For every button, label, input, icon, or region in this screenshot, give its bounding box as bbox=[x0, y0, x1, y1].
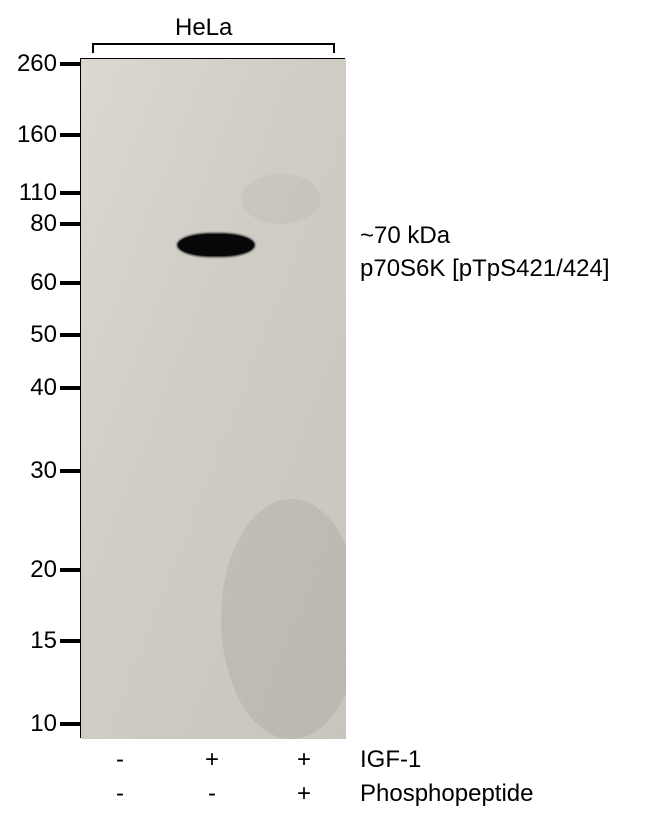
mw-label: 15 bbox=[30, 627, 57, 655]
treatment-name: Phosphopeptide bbox=[360, 780, 533, 808]
mw-tick bbox=[60, 281, 80, 285]
treatment-value: - bbox=[110, 746, 130, 774]
mw-label: 50 bbox=[30, 321, 57, 349]
mw-label: 10 bbox=[30, 710, 57, 738]
mw-label: 260 bbox=[17, 50, 57, 78]
treatment-value: + bbox=[202, 746, 222, 774]
mw-label: 40 bbox=[30, 374, 57, 402]
mw-tick bbox=[60, 722, 80, 726]
mw-tick bbox=[60, 568, 80, 572]
mw-tick bbox=[60, 469, 80, 473]
mw-label: 30 bbox=[30, 457, 57, 485]
treatment-name: IGF-1 bbox=[360, 746, 421, 774]
mw-label: 160 bbox=[17, 121, 57, 149]
treatment-value: + bbox=[294, 780, 314, 808]
mw-label: 80 bbox=[30, 210, 57, 238]
blot-membrane bbox=[80, 58, 345, 738]
mw-tick bbox=[60, 191, 80, 195]
blot-texture bbox=[81, 59, 346, 739]
annotation-target: p70S6K [pTpS421/424] bbox=[360, 255, 610, 283]
sample-label-hela: HeLa bbox=[175, 14, 232, 42]
mw-tick bbox=[60, 222, 80, 226]
mw-label: 110 bbox=[19, 179, 57, 207]
treatment-value: + bbox=[294, 746, 314, 774]
band bbox=[178, 234, 254, 256]
treatment-value: - bbox=[202, 780, 222, 808]
sample-bracket bbox=[92, 43, 335, 53]
mw-tick bbox=[60, 639, 80, 643]
mw-label: 60 bbox=[30, 269, 57, 297]
mw-label: 20 bbox=[30, 556, 57, 584]
mw-tick bbox=[60, 386, 80, 390]
mw-tick bbox=[60, 62, 80, 66]
annotation-mw: ~70 kDa bbox=[360, 222, 450, 250]
mw-tick bbox=[60, 133, 80, 137]
mw-tick bbox=[60, 333, 80, 337]
treatment-value: - bbox=[110, 780, 130, 808]
figure-root: HeLa 260 160 110 80 60 50 40 30 20 15 10 ~70 kDa p7… bbox=[0, 0, 650, 818]
